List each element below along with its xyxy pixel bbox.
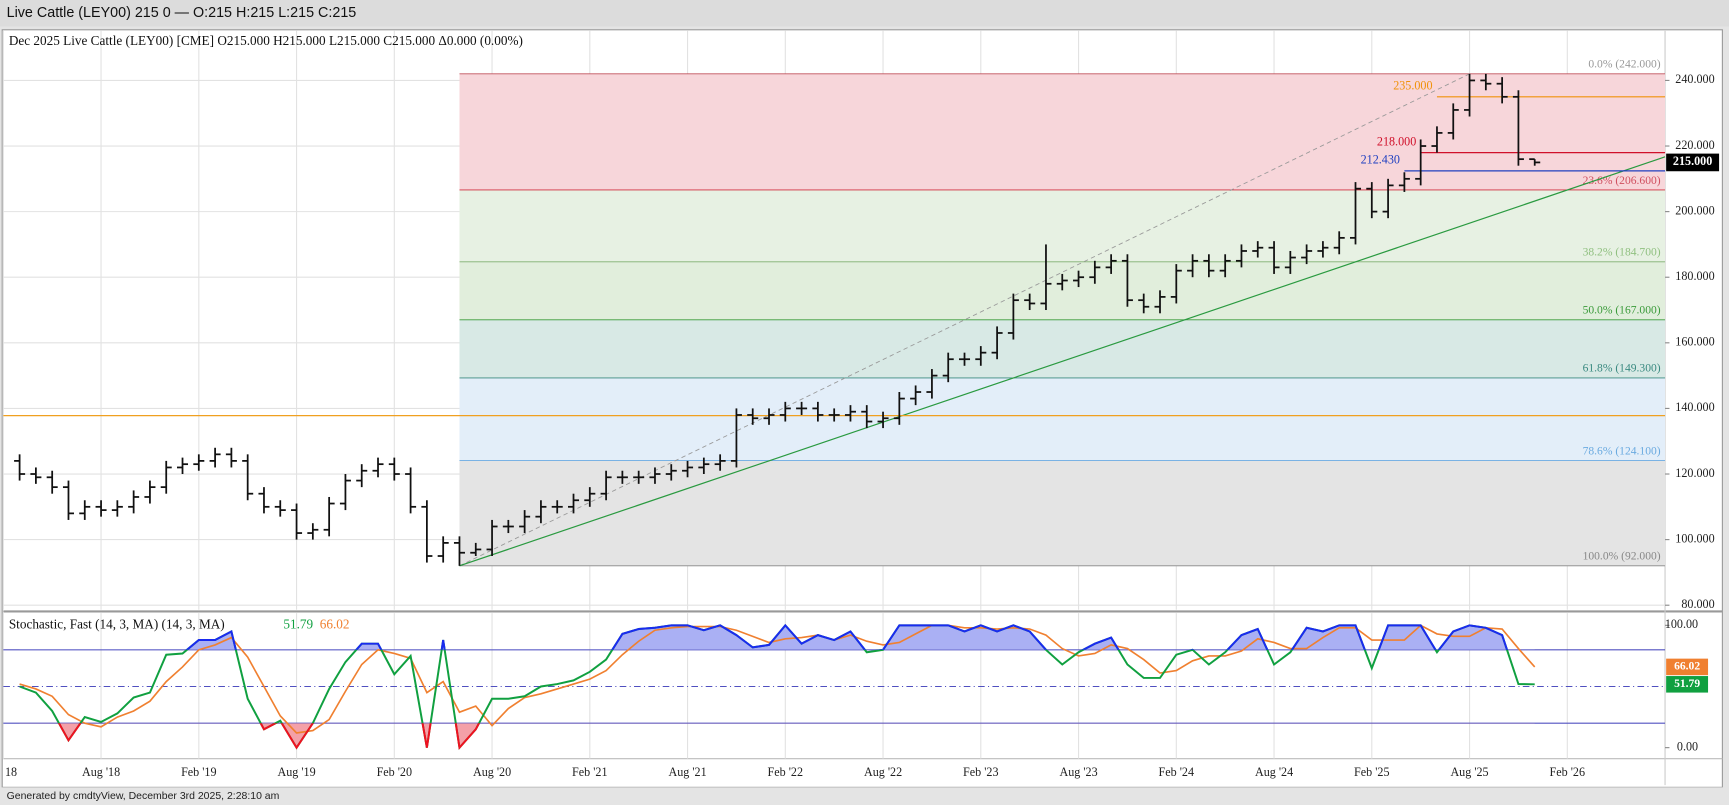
fib-label: 78.6% (124.100)	[1583, 444, 1661, 457]
x-tick-label: Aug '19	[277, 765, 315, 779]
x-tick-label: Aug '25	[1450, 765, 1488, 779]
x-tick-label: 18	[5, 765, 17, 779]
last-price-label: 215.000	[1673, 154, 1712, 168]
value-tag-label: 51.79	[1674, 677, 1700, 690]
fib-zone	[459, 460, 1666, 566]
x-tick-label: Aug '22	[864, 765, 902, 779]
legend-entry: 66.02	[320, 616, 350, 631]
x-tick-label: Feb '21	[572, 765, 607, 779]
y-tick-label: 100.00	[1665, 617, 1698, 631]
trendline	[459, 156, 1666, 567]
level-label: 212.430	[1361, 153, 1400, 167]
level-label: 235.000	[1393, 79, 1432, 93]
y-tick-label: 220.000	[1675, 138, 1714, 152]
x-tick-label: Aug '24	[1255, 765, 1293, 779]
price-pane: 80.000 100.000 120.000 140.000 160.000 180.00…	[2, 30, 1720, 611]
fib-zone	[459, 377, 1666, 461]
level-label: 218.000	[1377, 134, 1416, 148]
y-tick-label: 0.00	[1677, 739, 1698, 753]
y-tick-label: 240.000	[1675, 72, 1714, 86]
x-tick-label: Aug '23	[1059, 765, 1097, 779]
fib-zone	[459, 261, 1666, 320]
series-line-high	[185, 623, 1509, 650]
y-tick-label: 80.000	[1681, 597, 1714, 611]
x-tick-label: Feb '23	[963, 765, 998, 779]
pane-title: Stochastic, Fast (14, 3, MA) (14, 3, MA)	[9, 616, 225, 631]
fib-zone	[459, 73, 1666, 190]
series-line-low	[57, 723, 481, 750]
fib-label: 61.8% (149.300)	[1583, 362, 1661, 375]
fib-zone	[459, 189, 1666, 262]
fib-label: 100.0% (92.000)	[1583, 550, 1661, 563]
value-tag-label: 66.02	[1674, 660, 1700, 673]
overbought-fill	[19, 625, 1535, 650]
legend: Dec 2025 Live Cattle (LEY00) [CME] O215.…	[9, 33, 523, 48]
footer-bar	[0, 787, 1729, 805]
value-tag	[1666, 658, 1709, 676]
y-tick-label: 120.000	[1675, 466, 1714, 480]
x-tick-label: Feb '22	[768, 765, 803, 779]
y-tick-label: 200.000	[1675, 203, 1714, 217]
x-tick-label: Feb '24	[1159, 765, 1194, 779]
fib-label: 23.6% (206.600)	[1583, 174, 1661, 187]
x-tick-label: Aug '18	[82, 765, 120, 779]
stochastic-pane: 0.00 100.00 Stochastic, Fast (14, 3, MA) (…	[2, 613, 1709, 759]
y-tick-label: 100.000	[1675, 531, 1714, 545]
x-tick-label: Feb '19	[181, 765, 216, 779]
title-bar	[0, 0, 1729, 27]
fib-label: 38.2% (184.700)	[1583, 246, 1661, 259]
series-line	[19, 624, 1536, 734]
x-tick-label: Aug '21	[668, 765, 706, 779]
value-tag	[1666, 676, 1709, 693]
x-tick-label: Feb '20	[377, 765, 412, 779]
y-tick-label: 160.000	[1675, 335, 1714, 349]
fib-zone	[459, 319, 1666, 378]
x-tick-label: Feb '25	[1354, 765, 1389, 779]
y-tick-label: 140.000	[1675, 400, 1714, 414]
footer: Generated by cmdtyView, December 3rd 202…	[7, 791, 280, 802]
x-tick-label: Aug '20	[473, 765, 511, 779]
fib-label: 50.0% (167.000)	[1583, 304, 1661, 317]
x-tick-label: Feb '26	[1550, 765, 1585, 779]
legend-entry: 51.79	[283, 616, 313, 631]
y-tick-label: 180.000	[1675, 269, 1714, 283]
range-line	[459, 73, 1470, 567]
window-title: Live Cattle (LEY00) 215 0 — O:215 H:215 …	[7, 5, 357, 21]
fib-label: 0.0% (242.000)	[1588, 58, 1660, 71]
last-price-tag	[1666, 153, 1720, 172]
